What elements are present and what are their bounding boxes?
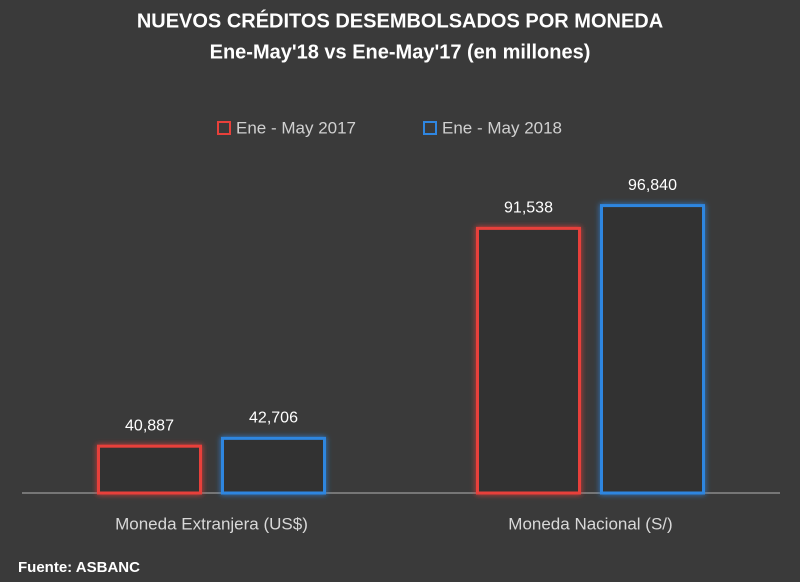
bar bbox=[600, 204, 705, 495]
legend-label: Ene - May 2018 bbox=[442, 118, 562, 137]
legend-swatch bbox=[423, 121, 437, 135]
bar bbox=[476, 226, 581, 495]
chart-subtitle: Ene-May'18 vs Ene-May'17 (en millones) bbox=[210, 41, 591, 63]
bar bbox=[97, 444, 202, 495]
bar bbox=[221, 436, 326, 495]
x-tick-label: Moneda Nacional (S/) bbox=[508, 514, 672, 533]
value-label: 40,887 bbox=[125, 417, 174, 434]
value-label: 42,706 bbox=[249, 410, 298, 427]
chart-title: NUEVOS CRÉDITOS DESEMBOLSADOS POR MONEDA bbox=[137, 9, 663, 32]
x-tick-label: Moneda Extranjera (US$) bbox=[115, 514, 308, 533]
legend-swatch bbox=[217, 121, 231, 135]
value-label: 96,840 bbox=[628, 177, 677, 194]
source: Fuente: ASBANC bbox=[18, 559, 140, 576]
value-label: 91,538 bbox=[504, 200, 553, 217]
legend-label: Ene - May 2017 bbox=[236, 118, 356, 137]
